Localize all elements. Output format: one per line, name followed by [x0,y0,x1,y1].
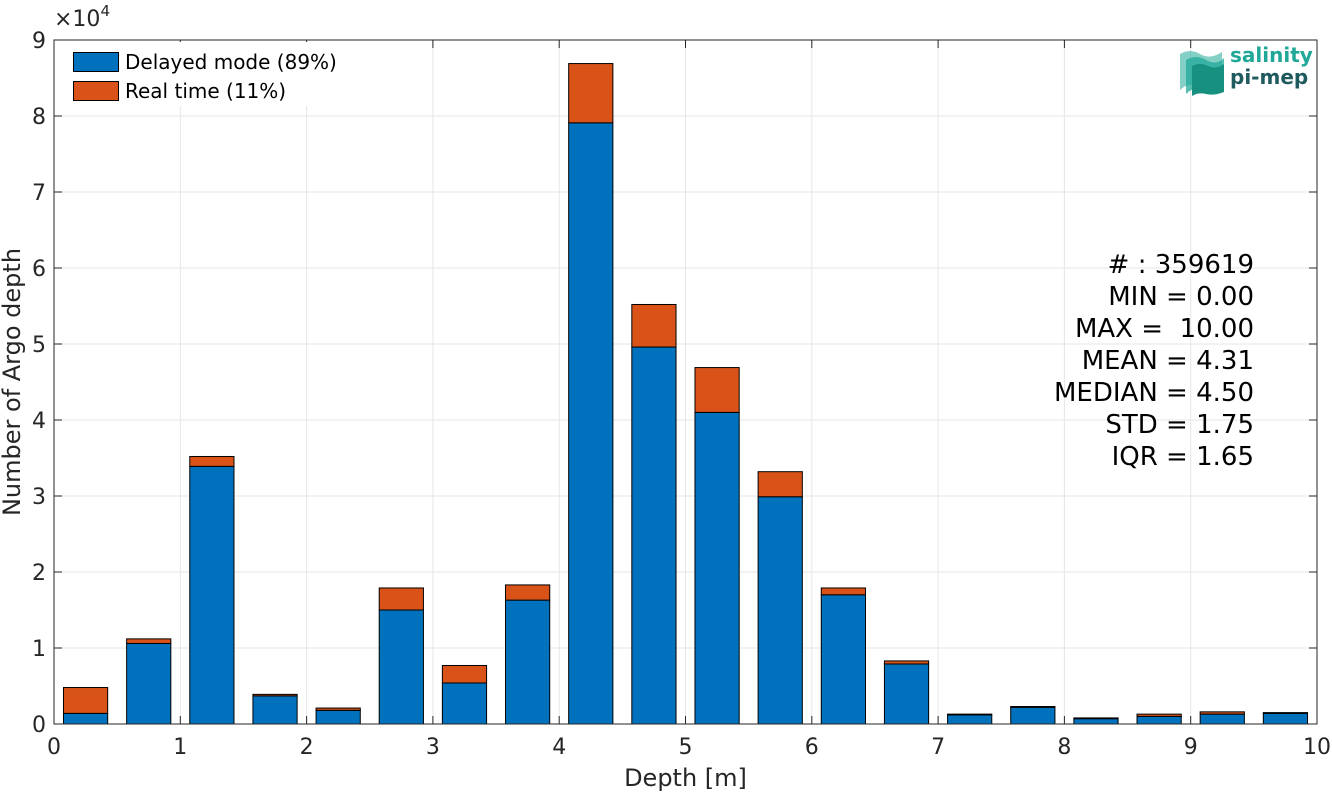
bar-delayed-6 [441,682,488,725]
stat-iqr: IQR = 1.65 [1111,442,1254,472]
bar-delayed-17 [1136,715,1182,725]
bar-delayed-8 [568,122,614,725]
x-tick-label: 8 [1057,735,1071,760]
bar-delayed-3 [252,695,298,725]
y-tick-label: 5 [32,333,46,358]
y-tick-label: 7 [32,181,46,206]
y-tick-label: 3 [32,485,46,510]
bar-realtime-1 [126,638,172,644]
bar-realtime-17 [1136,713,1182,717]
legend-label-realtime: Real time (11%) [125,79,287,103]
x-tick-label: 0 [47,735,61,760]
bar-delayed-13 [883,663,930,725]
x-tick-label: 9 [1184,735,1198,760]
salinity-pimep-logo: salinity pi-mep [1178,44,1313,96]
bar-realtime-6 [441,664,488,684]
stat-mean: MEAN = 4.31 [1081,346,1254,376]
x-tick-label: 10 [1303,735,1331,760]
y-axis-multiplier: ×104 [54,2,110,32]
bar-delayed-0 [62,712,109,725]
stat-count: # : 359619 [1107,250,1254,280]
bar-delayed-14 [947,714,993,725]
x-tick-label: 6 [805,735,819,760]
legend-swatch-delayed [73,52,119,72]
statistics-box: # : 359619 MIN = 0.00 MAX = 10.00 MEAN =… [1054,249,1254,473]
bar-realtime-19 [1262,712,1309,714]
legend: Delayed mode (89%) Real time (11%) [58,42,364,106]
bar-delayed-19 [1262,712,1309,725]
bar-realtime-14 [947,713,993,716]
x-tick-label: 2 [300,735,314,760]
bar-realtime-0 [62,687,109,714]
y-tick-label: 0 [32,713,46,738]
x-tick-label: 4 [552,735,566,760]
stat-median: MEDIAN = 4.50 [1054,378,1254,408]
bar-realtime-3 [252,693,298,697]
legend-swatch-realtime [73,81,119,101]
bar-realtime-4 [315,707,361,711]
x-tick-label: 5 [679,735,693,760]
salinity-wave-logo-icon [1180,51,1224,96]
bar-realtime-10 [694,367,740,413]
y-tick-label: 8 [32,105,46,130]
stat-std: STD = 1.75 [1105,410,1254,440]
bar-delayed-10 [694,411,740,725]
bar-realtime-16 [1073,717,1119,720]
y-tick-label: 1 [32,637,46,662]
bar-realtime-12 [820,587,866,596]
bar-delayed-2 [189,465,235,725]
legend-item-realtime: Real time (11%) [73,79,287,103]
y-tick-label: 4 [32,409,46,434]
x-tick-label: 3 [426,735,440,760]
bar-realtime-8 [568,63,614,124]
x-tick-label: 1 [173,735,187,760]
legend-item-delayed: Delayed mode (89%) [73,50,337,74]
y-tick-label: 2 [32,561,46,586]
bar-delayed-15 [1010,706,1056,725]
bar-delayed-7 [505,599,551,725]
y-axis-label: Number of Argo depth [0,248,26,516]
bar-delayed-5 [378,609,424,725]
bar-realtime-2 [189,455,235,467]
logo-text-salinity: salinity [1230,43,1313,67]
logo-text-pimep: pi-mep [1230,65,1309,89]
bar-realtime-7 [505,584,551,601]
x-axis-label: Depth [m] [624,764,747,792]
stat-max: MAX = 10.00 [1074,314,1254,344]
bar-delayed-4 [315,709,361,725]
bar-delayed-1 [126,642,172,725]
bar-realtime-13 [883,660,930,665]
bar-realtime-9 [631,303,677,348]
bar-realtime-18 [1199,711,1245,715]
bar-delayed-12 [820,594,866,725]
bar-delayed-18 [1199,713,1245,725]
y-tick-label: 9 [32,29,46,54]
bar-delayed-16 [1073,718,1119,725]
bar-delayed-9 [631,346,677,725]
bar-realtime-11 [757,471,803,498]
bar-realtime-15 [1010,706,1056,708]
x-tick-label: 7 [931,735,945,760]
legend-label-delayed: Delayed mode (89%) [125,50,337,74]
y-tick-label: 6 [32,257,46,282]
bar-delayed-11 [757,496,803,725]
bar-realtime-5 [378,587,424,611]
stat-min: MIN = 0.00 [1108,282,1254,312]
